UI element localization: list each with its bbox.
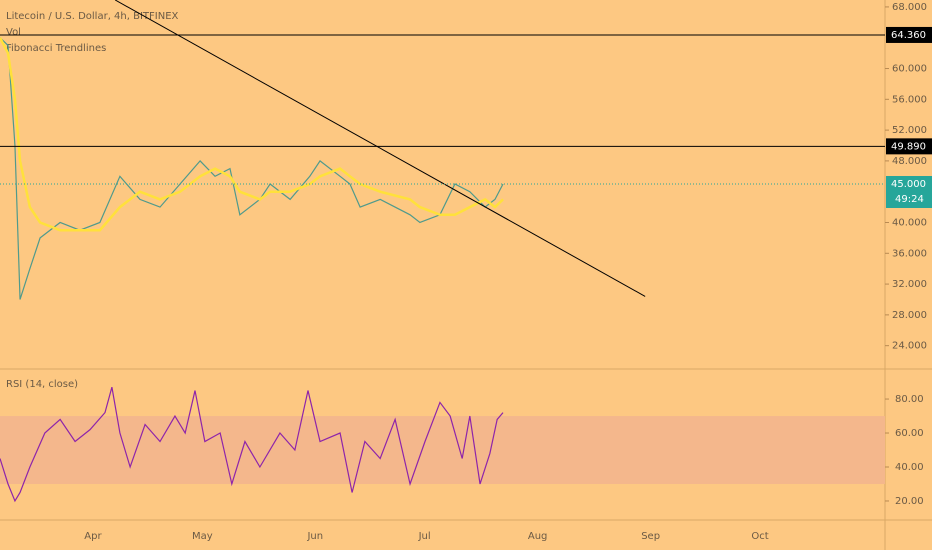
chart-title: Litecoin / U.S. Dollar, 4h, BITFINEX (6, 11, 179, 22)
rsi-title: RSI (14, close) (6, 379, 78, 390)
y-tick-label: 60.000 (892, 64, 927, 75)
countdown-label: 49:24 (895, 194, 924, 205)
y-tick-label: 32.000 (892, 279, 927, 290)
y-tick-label: 40.000 (892, 217, 927, 228)
rsi-tick-label: 40.00 (895, 462, 924, 473)
y-tick-label: 48.000 (892, 156, 927, 167)
price-line (0, 37, 504, 300)
y-tick-label: 68.000 (892, 2, 927, 13)
indicator-label: Fibonacci Trendlines (6, 43, 106, 54)
price-label: 64.360 (891, 30, 926, 41)
x-tick-label: Oct (751, 531, 768, 542)
trendline (114, 0, 646, 297)
y-tick-label: 56.000 (892, 94, 927, 105)
y-tick-label: 28.000 (892, 310, 927, 321)
x-tick-label: Jul (418, 531, 431, 542)
price-label-box (886, 26, 932, 43)
price-line (0, 37, 504, 232)
x-tick-label: Aug (528, 531, 548, 542)
x-tick-label: Jun (306, 531, 323, 542)
x-tick-label: Sep (641, 531, 660, 542)
last-price-label: 45.000 (891, 179, 926, 190)
y-tick-label: 24.000 (892, 341, 927, 352)
last-price-box (886, 176, 932, 208)
x-tick-label: May (192, 531, 213, 542)
rsi-tick-label: 20.00 (895, 496, 924, 507)
rsi-band (0, 416, 885, 484)
rsi-tick-label: 60.00 (895, 428, 924, 439)
y-tick-label: 52.000 (892, 125, 927, 136)
price-label: 49.890 (891, 141, 926, 152)
indicator-label: Vol (6, 27, 21, 38)
rsi-tick-label: 80.00 (895, 394, 924, 405)
y-tick-label: 36.000 (892, 248, 927, 259)
x-tick-label: Apr (84, 531, 102, 542)
price-label-box (886, 138, 932, 155)
rsi-line (0, 386, 504, 503)
